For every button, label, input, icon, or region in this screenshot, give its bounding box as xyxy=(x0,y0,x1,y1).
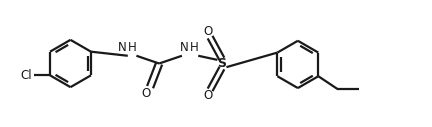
Text: Cl: Cl xyxy=(20,69,32,82)
Text: O: O xyxy=(203,25,213,38)
Text: O: O xyxy=(141,87,150,100)
Text: N: N xyxy=(180,41,189,54)
Text: H: H xyxy=(128,41,137,54)
Text: H: H xyxy=(190,41,199,54)
Text: O: O xyxy=(203,89,213,102)
Text: N: N xyxy=(118,41,127,54)
Text: S: S xyxy=(217,57,226,70)
